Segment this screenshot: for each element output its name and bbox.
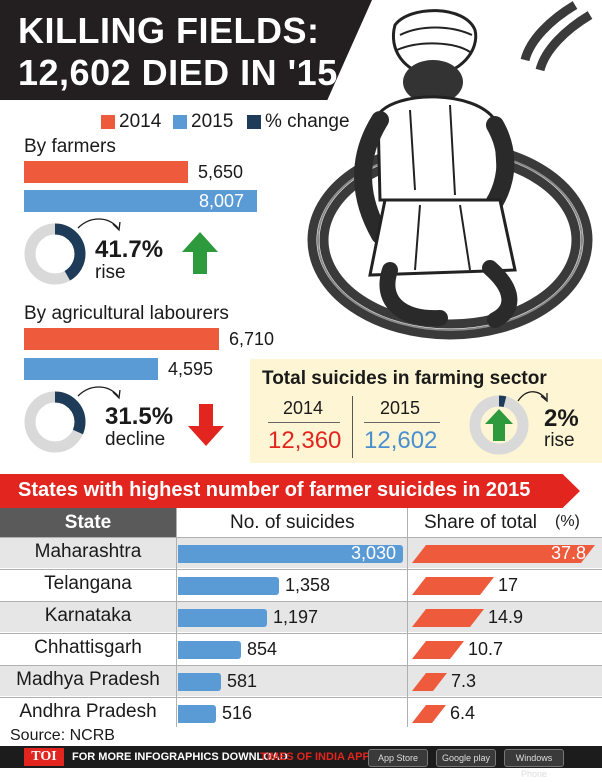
footer-text: FOR MORE INFOGRAPHICS DOWNLOAD [72,751,288,763]
farmers-pct: 41.7% [95,236,164,263]
states-banner-title: States with highest number of farmer sui… [18,479,531,501]
suicides-bar [178,705,216,723]
share-bar [412,609,484,627]
labourers-2014-value: 6,710 [229,329,275,349]
share-column-header: Share of total [424,512,538,533]
suicides-bar [178,577,279,595]
states-banner [0,474,580,508]
suicides-value: 581 [227,671,258,691]
source-note: Source: NCRB [10,727,115,744]
suicides-value: 516 [222,703,253,723]
total-value-2014: 12,360 [268,427,342,454]
state-header-cell [0,508,176,537]
column-divider-1 [176,508,177,727]
row-divider [0,665,602,666]
suicides-column-header: No. of suicides [230,512,355,533]
labourers-2015-value: 4,595 [168,359,214,379]
state-name: Karnataka [44,605,132,626]
google-play-badge[interactable]: Google play [436,749,496,767]
table-row [0,634,602,664]
legend-swatch-2015 [173,115,187,129]
footer-app-name: TIMES OF INDIA APP [260,751,370,763]
table-row [0,666,602,696]
share-value: 7.3 [451,671,477,691]
share-value: 14.9 [488,607,524,627]
farmers-2014-value: 5,650 [198,162,244,182]
toi-logo: TOI [24,748,64,766]
share-value: 37.8 [551,543,587,563]
share-bar [412,641,464,659]
farmers-pct-word: rise [95,262,126,283]
row-divider [0,633,602,634]
total-suicides-panel [250,359,602,463]
row-divider [0,569,602,570]
farmers-2014-bar [24,161,188,183]
total-year-2014: 2014 [283,398,324,418]
share-bar [412,545,595,563]
legend-label-pct: % change [265,111,350,132]
suicides-bar [178,641,241,659]
state-name: Maharashtra [34,541,142,562]
row-divider [0,601,602,602]
table-row [0,602,602,632]
windows-phone-badge[interactable]: Windows Phone [504,749,564,779]
farmers-2015-value: 8,007 [199,191,245,211]
legend-swatch-2014 [101,115,115,129]
labourers-change-ring [24,391,86,453]
suicides-value: 1,197 [273,607,319,627]
share-value: 6.4 [450,703,476,723]
app-store-badge[interactable]: App Store [368,749,428,767]
column-divider-2 [407,508,408,727]
title-banner [0,0,372,100]
total-title: Total suicides in farming sector [262,368,547,389]
labourers-curve-arrow-icon [77,386,121,400]
share-value: 17 [498,575,519,595]
total-pct-word: rise [544,430,575,451]
farmers-section-label: By farmers [24,136,116,157]
total-up-arrow-icon [485,409,513,441]
up-arrow-icon [182,232,218,274]
suicides-bar [178,545,403,563]
labourers-pct: 31.5% [105,403,174,430]
row-divider [0,697,602,698]
share-bar [412,577,494,595]
suicides-value: 854 [247,639,278,659]
total-pct: 2% [544,405,579,432]
total-curve-arrow-icon [517,391,548,403]
total-value-2015: 12,602 [364,427,438,454]
state-name: Madhya Pradesh [16,669,160,690]
labourers-section-label: By agricultural labourers [24,303,229,324]
total-divider-2015 [364,422,440,423]
state-name: Andhra Pradesh [19,701,157,722]
farmers-curve-arrow-icon [77,218,121,232]
table-row [0,570,602,600]
farmers-change-ring [24,223,86,285]
suicides-bar [178,673,221,691]
table-row [0,698,602,728]
down-arrow-icon [188,404,224,446]
total-change-ring [469,395,529,455]
legend-label-2014: 2014 [119,111,162,132]
share-value: 10.7 [468,639,504,659]
title-line-1: KILLING FIELDS: [18,10,320,51]
suicides-bar [178,609,267,627]
total-vertical-divider [352,396,353,458]
row-divider [0,537,602,538]
labourers-pct-word: decline [105,429,166,450]
state-column-header: State [64,512,112,533]
suicides-value: 3,030 [351,543,397,563]
legend-label-2015: 2015 [191,111,234,132]
state-name: Chhattisgarh [34,637,142,658]
suicides-value: 1,358 [285,575,331,595]
title-line-2: 12,602 DIED IN '15 [18,52,338,93]
farmers-2015-bar [24,190,257,212]
share-column-unit: (%) [555,513,580,530]
state-name: Telangana [44,573,132,594]
legend-swatch-pct [247,115,261,129]
farmer-noose-illustration [307,1,593,340]
total-year-2015: 2015 [380,398,421,418]
labourers-2014-bar [24,328,219,350]
labourers-2015-bar [24,358,158,380]
total-divider-2014 [268,422,340,423]
